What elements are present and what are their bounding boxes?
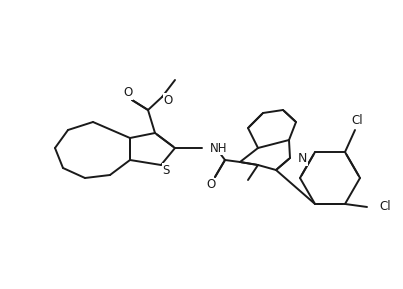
Text: N: N xyxy=(298,153,307,166)
Text: Cl: Cl xyxy=(379,201,391,214)
Text: O: O xyxy=(206,179,216,192)
Text: Cl: Cl xyxy=(351,114,363,127)
Text: NH: NH xyxy=(210,142,228,155)
Text: O: O xyxy=(163,94,172,107)
Text: S: S xyxy=(162,164,170,177)
Text: O: O xyxy=(123,86,133,99)
